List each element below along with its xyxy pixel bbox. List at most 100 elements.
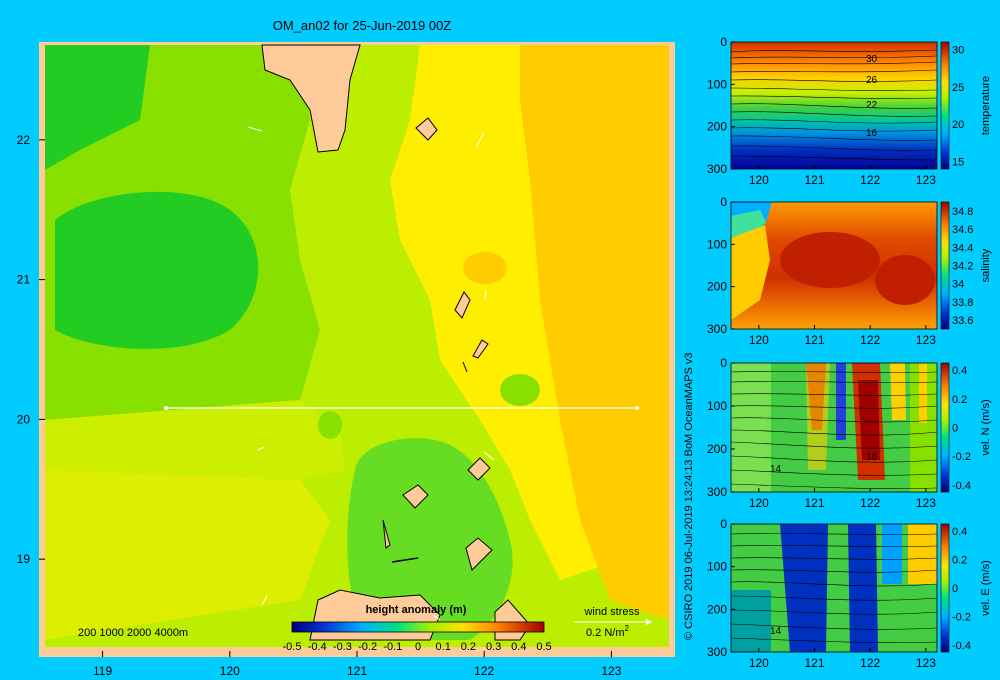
colorbar-tick-label: 34 (952, 279, 964, 291)
colorbar-tick-label: 0.4 (511, 641, 526, 653)
colorbar-tick-label: -0.4 (308, 641, 327, 653)
section-line (164, 406, 639, 410)
velocity-north-panel: 120 121 122 123 0 100 200 300 (707, 356, 938, 510)
y-tick-label: 100 (707, 77, 727, 91)
x-tick-label: 121 (804, 333, 824, 347)
colorbar-tick-label: 34.4 (952, 242, 973, 254)
x-tick-label: 121 (804, 496, 824, 510)
y-tick-label: 300 (707, 162, 727, 176)
y-tick-label: 0 (720, 35, 727, 49)
colorbar (940, 41, 950, 170)
colorbar-tick-label: 0.2 (461, 641, 476, 653)
colorbar-tick-label: -0.4 (952, 480, 971, 492)
x-tick-label: 120 (220, 664, 240, 678)
colorbar-tick-label: -0.4 (952, 640, 971, 652)
y-tick-label: 0 (720, 517, 727, 531)
x-tick-label: 122 (860, 333, 880, 347)
colorbar-tick-label: -0.2 (952, 451, 971, 463)
contour-labels: 30 26 22 16 14 16 14 (770, 54, 878, 637)
x-tick-label: 120 (749, 496, 769, 510)
salinity-axes: 120 121 122 123 0 100 200 300 (707, 195, 938, 347)
velocity-east-panel: 120 121 122 123 0 100 200 300 (707, 517, 938, 670)
x-tick-label: 120 (749, 333, 769, 347)
y-tick-label: 0 (720, 356, 727, 370)
y-tick-label: 200 (707, 280, 727, 294)
y-tick-label: 100 (707, 560, 727, 574)
colorbar-tick-label: 0.4 (952, 365, 967, 377)
colorbar (940, 362, 950, 493)
y-tick-label: 100 (707, 399, 727, 413)
y-tick-label: 200 (707, 442, 727, 456)
x-tick-label: 122 (860, 173, 880, 187)
colorbar-tick-label: 34.8 (952, 206, 973, 218)
velocity-east-axes: 120 121 122 123 0 100 200 300 (707, 517, 938, 670)
contour-label: 14 (770, 464, 782, 475)
colorbar-tick-label: 33.8 (952, 297, 973, 309)
colorbar-label: vel. E (m/s) (980, 560, 992, 616)
y-tick-label: 200 (707, 120, 727, 134)
colorbar-tick-label: -0.1 (383, 641, 402, 653)
credit-text: © CSIRO 2019 06-Jul-2019 13:24:13 BoM Oc… (683, 352, 695, 640)
colorbar-tick-label: 0 (952, 423, 958, 435)
temperature-contours (731, 49, 937, 161)
x-tick-label: 121 (347, 664, 367, 678)
x-tick-label: 119 (93, 664, 112, 678)
colorbar-tick-label: 0.3 (486, 641, 501, 653)
contour-label: 26 (866, 75, 878, 86)
wind-stress-legend: wind stress 0.2 N/m2 (574, 606, 652, 639)
colorbar-label: temperature (980, 76, 992, 135)
colorbar-tick-label: 20 (952, 119, 964, 131)
colorbar-tick-label: 30 (952, 44, 964, 56)
velocity-north-contours (731, 371, 937, 489)
map-title: OM_an02 for 25-Jun-2019 00Z (273, 18, 452, 33)
x-tick-label: 123 (916, 496, 936, 510)
map-axes: 119 120 121 122 123 22 21 20 19 (17, 133, 622, 678)
x-tick-label: 120 (749, 656, 769, 670)
contour-label: 16 (866, 128, 878, 139)
map-panel: 200 1000 2000 4000m height anomaly (m) -… (17, 42, 675, 678)
colorbar-title: height anomaly (m) (366, 604, 467, 616)
side-colorbars: 30 25 20 15 temperature 34.8 34.6 34.4 34.2 34 33.… (940, 41, 992, 653)
x-tick-label: 120 (749, 173, 769, 187)
colorbar-tick-label: -0.2 (358, 641, 377, 653)
x-tick-label: 122 (474, 664, 494, 678)
colorbar (940, 201, 950, 330)
contour-label: 14 (770, 626, 782, 637)
temperature-axes: 120 121 122 123 0 100 200 300 (707, 35, 938, 187)
x-tick-label: 123 (916, 333, 936, 347)
y-tick-label: 21 (17, 273, 31, 287)
y-tick-label: 300 (707, 485, 727, 499)
colorbar (940, 523, 950, 653)
panel-frame (730, 201, 938, 330)
contour-label: 30 (866, 54, 878, 65)
y-tick-label: 200 (707, 602, 727, 616)
x-tick-label: 121 (804, 656, 824, 670)
colorbar-tick-label: 0.4 (952, 526, 967, 538)
colorbar-tick-label: 15 (952, 157, 964, 169)
y-tick-label: 300 (707, 322, 727, 336)
y-tick-label: 100 (707, 237, 727, 251)
panel-frame (730, 523, 938, 653)
colorbar-tick-label: 0 (415, 641, 421, 653)
wind-stress-label: wind stress (583, 606, 640, 618)
colorbar-tick-label: 25 (952, 82, 964, 94)
y-tick-label: 19 (17, 552, 31, 566)
x-tick-label: 122 (860, 656, 880, 670)
colorbar-gradient (291, 621, 545, 633)
velocity-north-axes: 120 121 122 123 0 100 200 300 (707, 356, 938, 510)
colorbar-tick-label: 0.2 (952, 555, 967, 567)
salinity-detail (731, 202, 935, 320)
velocity-east-contours (731, 533, 937, 643)
y-tick-label: 20 (17, 412, 31, 426)
colorbar-ticks: -0.5 -0.4 -0.3 -0.2 -0.1 0 0.1 0.2 0.3 0.4 0.5 (283, 641, 552, 653)
colorbar-tick-label: 34.6 (952, 224, 973, 236)
y-tick-label: 0 (720, 195, 727, 209)
temperature-panel: 120 121 122 123 0 100 200 300 (707, 35, 938, 187)
colorbar-tick-label: 0.2 (952, 394, 967, 406)
x-tick-label: 123 (916, 173, 936, 187)
contour-label: 22 (866, 100, 878, 111)
height-anomaly-colorbar: height anomaly (m) -0.5 -0.4 -0.3 -0.2 -0.1 0… (283, 604, 552, 653)
colorbar-label: vel. N (m/s) (980, 399, 992, 455)
panel-frame (730, 362, 938, 493)
colorbar-tick-label: 33.6 (952, 315, 973, 327)
